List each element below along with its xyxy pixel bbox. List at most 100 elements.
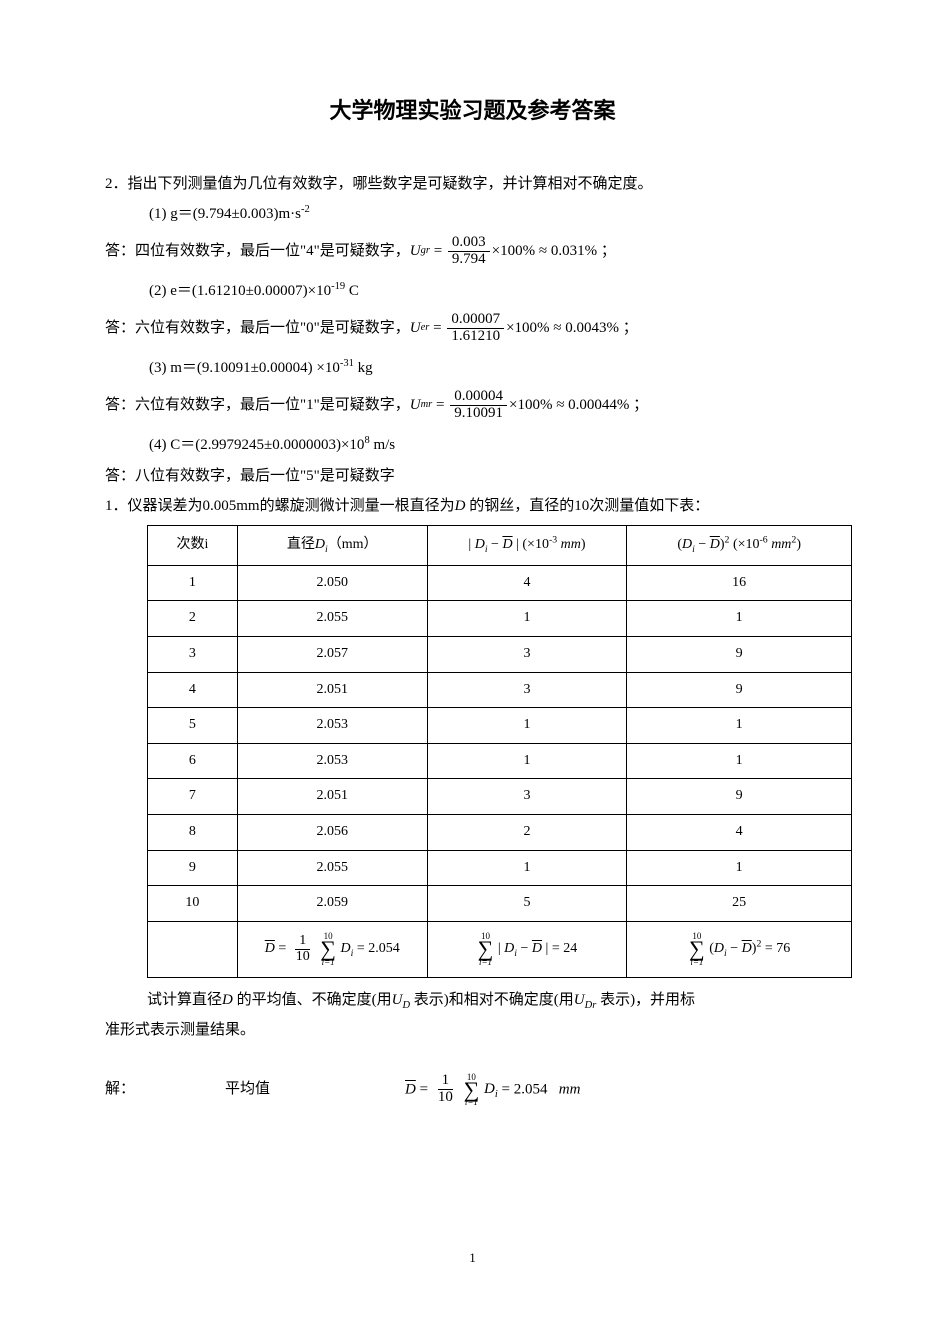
table-cell: 1 — [427, 850, 627, 886]
ans2-tail: ×100% ≈ 0.0043% ； — [506, 314, 638, 343]
table-cell: 2.051 — [237, 672, 427, 708]
table-cell: 9 — [627, 779, 852, 815]
table-row: 92.05511 — [148, 850, 852, 886]
ans2-den: 1.61210 — [447, 329, 504, 345]
after1-b: 的平均值、不确定度(用 — [233, 992, 392, 1008]
th2-var: Di — [315, 537, 328, 552]
table-cell: 3 — [148, 636, 238, 672]
ans3-den: 9.10091 — [450, 406, 507, 422]
ans2-fraction: 0.00007 1.61210 — [447, 312, 504, 345]
ans2-symbol: U — [410, 314, 421, 343]
table-cell: 1 — [627, 850, 852, 886]
measurement-table: 次数i 直径Di（mm） | Di − D | (×10-3 mm) (Di −… — [147, 525, 852, 978]
ans1-pre: 答：四位有效数字，最后一位"4"是可疑数字， — [105, 237, 410, 266]
summary-dev: 10∑i=1 | Di − D | = 24 — [427, 921, 627, 977]
th3-unit: mm — [561, 537, 581, 552]
table-cell: 1 — [427, 601, 627, 637]
q2-item-1: (1) g＝(9.794±0.003)m·s-2 — [105, 200, 840, 229]
after-table-2: 准形式表示测量结果。 — [105, 1016, 840, 1045]
ans3-num: 0.00004 — [450, 389, 507, 406]
table-cell: 1 — [627, 708, 852, 744]
th4-unit: mm — [771, 537, 791, 552]
q2-3-text: (3) m＝(9.10091±0.00004) ×10 — [149, 360, 340, 376]
table-cell: 3 — [427, 779, 627, 815]
table-cell: 3 — [427, 636, 627, 672]
th-squared: (Di − D)2 (×10-6 mm2) — [627, 525, 852, 565]
table-cell: 4 — [148, 672, 238, 708]
after1-c: 表示)和相对不确定度(用 — [410, 992, 574, 1008]
table-cell: 2.053 — [237, 743, 427, 779]
solution-line: 解： 平均值 D = 110 10∑i=1 Di = 2.054 mm — [105, 1073, 840, 1107]
table-cell: 1 — [427, 708, 627, 744]
q1-intro-a: 1．仪器误差为0.005mm的螺旋测微计测量一根直径为 — [105, 498, 455, 514]
ans3-tail: ×100% ≈ 0.00044% ； — [509, 391, 648, 420]
table-row: 12.050416 — [148, 565, 852, 601]
equals-sign: = — [430, 237, 446, 266]
table-row: 82.05624 — [148, 814, 852, 850]
answer-4: 答：八位有效数字，最后一位"5"是可疑数字 — [105, 462, 840, 491]
table-cell: 2.053 — [237, 708, 427, 744]
ans1-den: 9.794 — [448, 252, 490, 268]
ans1-symbol: U — [410, 237, 421, 266]
sol-mean-label: 平均值 — [225, 1075, 405, 1104]
table-cell: 7 — [148, 779, 238, 815]
var-D: D — [455, 498, 466, 514]
table-cell: 16 — [627, 565, 852, 601]
q2-4-text: (4) C＝(2.9979245±0.0000003)×10 — [149, 437, 364, 453]
sum-dev-val: = 24 — [548, 941, 577, 956]
table-cell: 3 — [427, 672, 627, 708]
page-number: 1 — [0, 1246, 945, 1271]
ans3-symbol: U — [410, 391, 421, 420]
q2-2-unit: C — [345, 283, 359, 299]
ans3-pre: 答：六位有效数字，最后一位"1"是可疑数字， — [105, 391, 410, 420]
table-row: 22.05511 — [148, 601, 852, 637]
answer-2: 答：六位有效数字，最后一位"0"是可疑数字， Uer = 0.00007 1.6… — [105, 312, 840, 345]
table-cell: 4 — [627, 814, 852, 850]
table-cell: 9 — [627, 636, 852, 672]
var-UDr: UDr — [574, 992, 597, 1008]
th-index: 次数i — [148, 525, 238, 565]
summary-blank — [148, 921, 238, 977]
table-cell: 2.056 — [237, 814, 427, 850]
q2-1-text: (1) g＝(9.794±0.003)m·s — [149, 206, 301, 222]
q2-item-3: (3) m＝(9.10091±0.00004) ×10-31 kg — [105, 354, 840, 383]
table-cell: 5 — [427, 886, 627, 922]
table-cell: 6 — [148, 743, 238, 779]
table-row: 72.05139 — [148, 779, 852, 815]
sum-mean-val: = 2.054 — [353, 941, 399, 956]
table-cell: 1 — [627, 743, 852, 779]
table-row: 42.05139 — [148, 672, 852, 708]
table-cell: 2 — [148, 601, 238, 637]
q1-intro: 1．仪器误差为0.005mm的螺旋测微计测量一根直径为D 的钢丝，直径的10次测… — [105, 492, 840, 521]
table-cell: 2.050 — [237, 565, 427, 601]
q2-1-exp: -2 — [301, 204, 310, 215]
page-title: 大学物理实验习题及参考答案 — [105, 90, 840, 132]
table-cell: 2.055 — [237, 850, 427, 886]
table-cell: 2.057 — [237, 636, 427, 672]
table-cell: 2.055 — [237, 601, 427, 637]
table-header-row: 次数i 直径Di（mm） | Di − D | (×10-3 mm) (Di −… — [148, 525, 852, 565]
table-cell: 1 — [148, 565, 238, 601]
sol-mean-val: = 2.054 — [498, 1081, 548, 1097]
q2-3-exp: -31 — [340, 358, 354, 369]
q2-item-4: (4) C＝(2.9979245±0.0000003)×108 m/s — [105, 431, 840, 460]
table-cell: 2.051 — [237, 779, 427, 815]
q2-2-text: (2) e＝(1.61210±0.00007)×10 — [149, 283, 331, 299]
sum-sq-val: = 76 — [761, 941, 790, 956]
summary-mean: D = 110 10∑i=1 Di = 2.054 — [237, 921, 427, 977]
answer-3: 答：六位有效数字，最后一位"1"是可疑数字， Umr = 0.00004 9.1… — [105, 389, 840, 422]
table-cell: 4 — [427, 565, 627, 601]
q2-2-exp: -19 — [331, 281, 345, 292]
table-cell: 25 — [627, 886, 852, 922]
q2-4-unit: m/s — [370, 437, 395, 453]
after1-a: 试计算直径 — [147, 992, 222, 1008]
table-cell: 2.059 — [237, 886, 427, 922]
ans1-tail: ×100% ≈ 0.031% ； — [492, 237, 616, 266]
sol-label: 解： — [105, 1075, 225, 1104]
ans2-num: 0.00007 — [447, 312, 504, 329]
equals-sign: = — [429, 314, 445, 343]
var-UD: UD — [392, 992, 410, 1008]
table-cell: 9 — [148, 850, 238, 886]
table-row: 32.05739 — [148, 636, 852, 672]
equals-sign: = — [432, 391, 448, 420]
